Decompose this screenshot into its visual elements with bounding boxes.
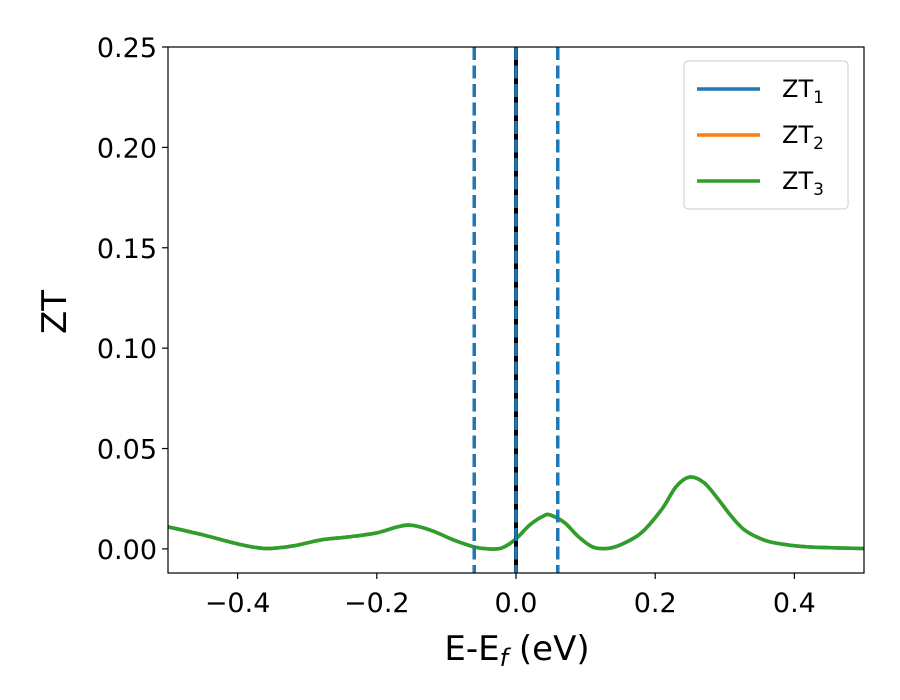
- plot-area: [168, 47, 864, 573]
- x-axis-label-main: E-E: [444, 629, 499, 669]
- y-tick-label: 0.15: [97, 234, 157, 265]
- legend-label-zt1: ZT1: [782, 75, 824, 108]
- y-tick-label: 0.10: [97, 334, 157, 365]
- x-tick-label: 0.0: [495, 588, 538, 619]
- series-line-zt3: [168, 475, 864, 551]
- y-tick-label: 0.00: [97, 535, 157, 566]
- y-tick-label: 0.25: [97, 33, 157, 64]
- x-tick-label: −0.2: [344, 588, 410, 619]
- x-tick-label: 0.4: [773, 588, 816, 619]
- x-tick-label: −0.4: [205, 588, 271, 619]
- plot-layer: [168, 47, 864, 573]
- ticks-layer: −0.4 −0.2 0.0 0.2 0.4 0.00 0.05 0.10 0.15 0.20 0.2…: [97, 33, 816, 619]
- legend: ZT1 ZT2 ZT3: [683, 60, 849, 210]
- legend-label-zt2: ZT2: [782, 121, 824, 154]
- x-tick-label: 0.2: [634, 588, 677, 619]
- y-tick-label: 0.20: [97, 133, 157, 164]
- y-axis-label: ZT: [35, 290, 75, 334]
- legend-label-zt3: ZT3: [782, 167, 824, 200]
- y-tick-label: 0.05: [97, 435, 157, 466]
- legend-box: [683, 60, 849, 210]
- x-axis-label: E-Ef (eV): [444, 629, 589, 672]
- x-axis-label-unit: (eV): [508, 629, 590, 669]
